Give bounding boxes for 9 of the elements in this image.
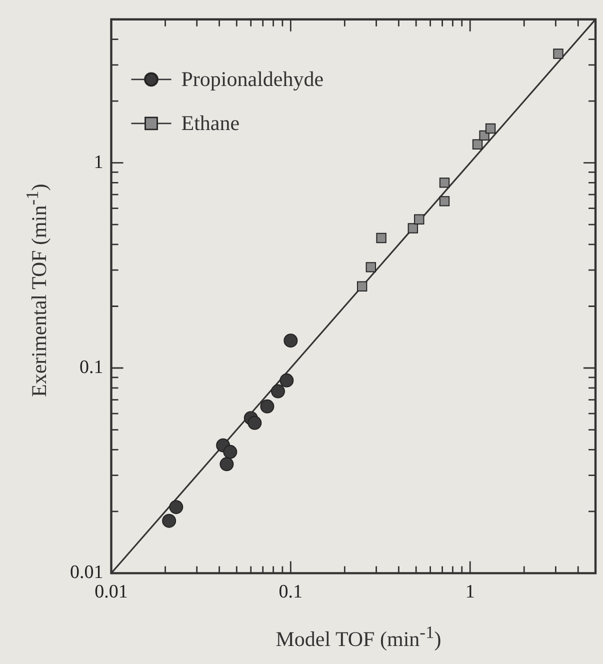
x-tick-label: 1 xyxy=(465,582,475,603)
y-tick-label: 0.1 xyxy=(80,356,104,378)
y-tick-label: 0.01 xyxy=(70,562,104,584)
x-tick-label: 0.01 xyxy=(94,582,128,603)
legend-label: Propionaldehyde xyxy=(181,66,324,91)
x-axis-title: Model TOF (min$^{-1}$) xyxy=(274,622,442,652)
legend-label: Ethane xyxy=(181,110,240,135)
y-tick-label: 1 xyxy=(94,152,104,173)
x-tick-label: 0.1 xyxy=(278,582,303,603)
